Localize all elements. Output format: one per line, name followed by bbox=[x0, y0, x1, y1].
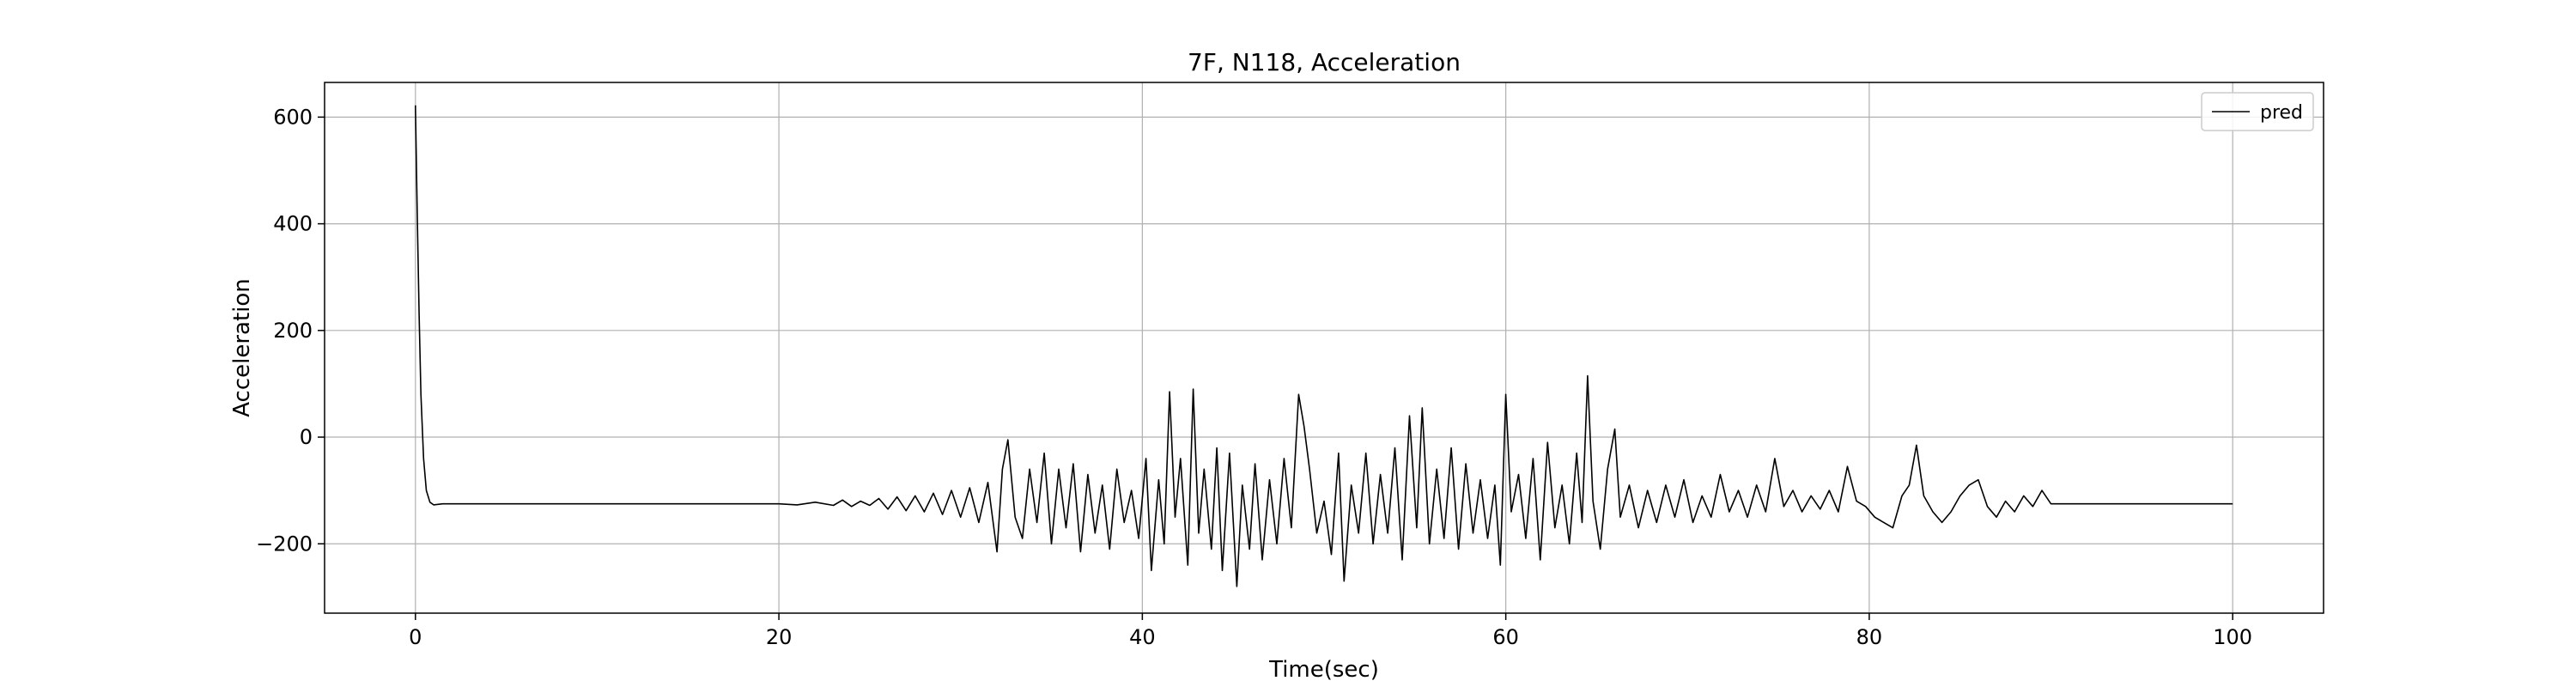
legend-box bbox=[2201, 92, 2314, 131]
y-tick-label: 600 bbox=[273, 105, 313, 129]
ticks: 0 20 40 60 80 100 −200 0 200 400 600 bbox=[256, 105, 2252, 649]
legend: pred bbox=[2201, 92, 2314, 131]
grid bbox=[325, 82, 2324, 613]
y-tick-label: −200 bbox=[256, 532, 313, 556]
y-axis-title: Acceleration bbox=[229, 278, 255, 417]
legend-entry-pred: pred bbox=[2260, 102, 2303, 124]
y-tick-label: 400 bbox=[273, 212, 313, 236]
series-layer bbox=[415, 105, 2233, 587]
y-tick-label: 200 bbox=[273, 319, 313, 343]
x-tick-label: 0 bbox=[409, 625, 422, 649]
x-tick-label: 80 bbox=[1856, 625, 1883, 649]
x-tick-label: 40 bbox=[1129, 625, 1156, 649]
x-tick-label: 60 bbox=[1492, 625, 1519, 649]
x-tick-label: 20 bbox=[766, 625, 793, 649]
plot-frame bbox=[324, 82, 2324, 614]
chart-title: 7F, N118, Acceleration bbox=[1188, 48, 1461, 76]
series-line-pred bbox=[415, 105, 2233, 587]
x-tick-label: 100 bbox=[2213, 625, 2252, 649]
y-tick-label: 0 bbox=[300, 425, 313, 449]
x-axis-title: Time(sec) bbox=[1268, 657, 1379, 683]
